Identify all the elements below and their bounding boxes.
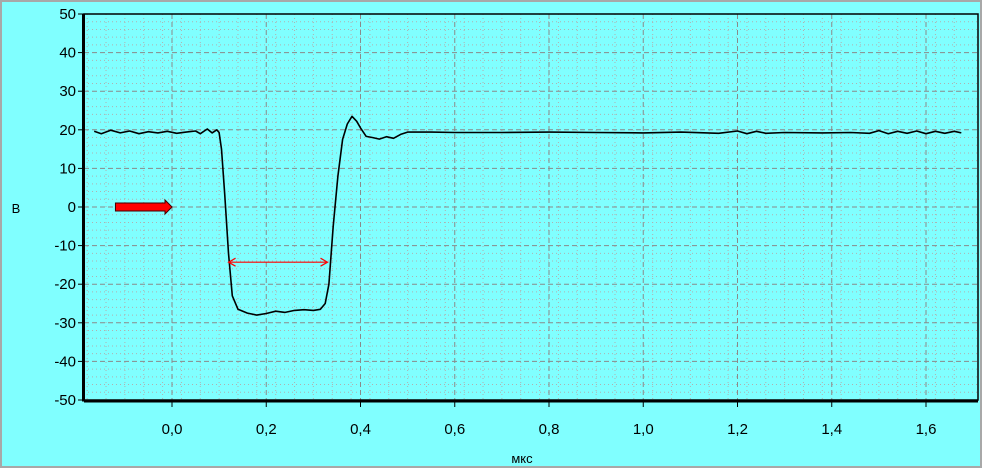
y-tick-label: 10	[59, 160, 76, 177]
x-tick-label: 0,0	[162, 421, 183, 438]
plot-area	[84, 14, 978, 400]
pulse-width-arrowhead-right	[320, 257, 329, 267]
axes	[78, 13, 979, 407]
y-tick-labels: 50 40 30 20 10 0 -10 -20 -30 -40 -50	[54, 6, 76, 409]
y-axis-label: В	[12, 201, 21, 216]
annotations	[114, 198, 329, 267]
y-tick-label: -40	[54, 353, 76, 370]
y-tick-label: 40	[59, 45, 76, 62]
signal-trace	[93, 115, 962, 316]
x-tick-label: 0,4	[350, 421, 371, 438]
y-tick-label: 50	[59, 6, 76, 23]
x-tick-label: 1,4	[821, 421, 842, 438]
y-tick-label: -50	[54, 392, 76, 409]
y-tick-label: -20	[54, 276, 76, 293]
x-axis-label: мкс	[511, 451, 533, 466]
zero-level-arrow-icon	[114, 198, 173, 216]
y-tick-label: 30	[59, 83, 76, 100]
x-tick-label: 1,2	[727, 421, 748, 438]
pulse-width-arrowhead-left	[227, 257, 236, 267]
x-tick-label: 0,8	[539, 421, 560, 438]
y-tick-label: 0	[68, 199, 76, 216]
x-tick-labels: 0,0 0,2 0,4 0,6 0,8 1,0 1,2 1,4 1,6	[162, 421, 937, 438]
y-tick-label: 20	[59, 122, 76, 139]
x-tick-label: 1,6	[916, 421, 937, 438]
y-tick-label: -10	[54, 238, 76, 255]
x-tick-label: 0,2	[256, 421, 277, 438]
x-tick-label: 1,0	[633, 421, 654, 438]
x-tick-label: 0,6	[444, 421, 465, 438]
plot-background	[84, 14, 978, 400]
series	[93, 115, 962, 316]
grid	[84, 13, 978, 401]
y-tick-label: -30	[54, 315, 76, 332]
